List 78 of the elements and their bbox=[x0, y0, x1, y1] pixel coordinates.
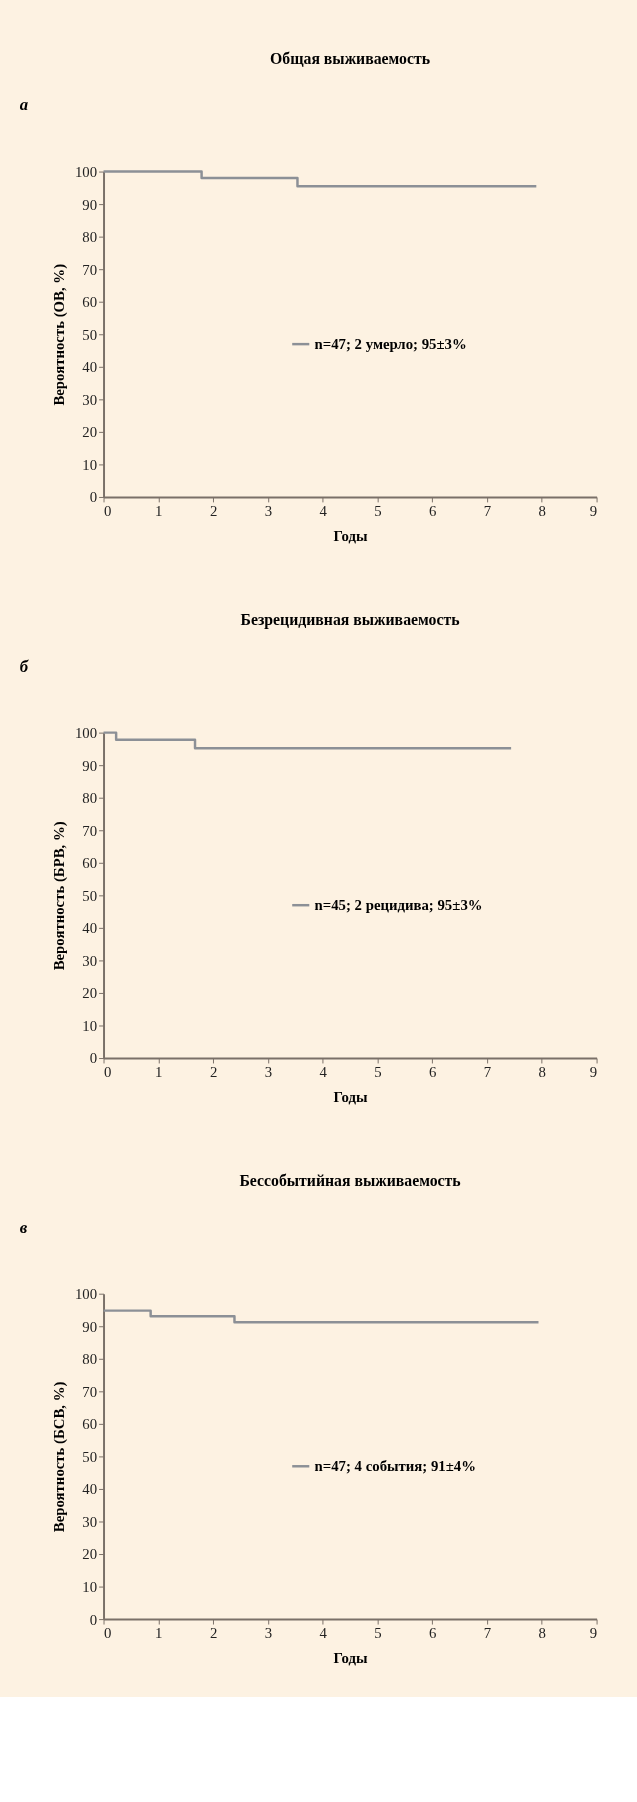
y-tick-label: 20 bbox=[82, 424, 98, 441]
text: б bbox=[19, 656, 29, 676]
y-axis-title: Вероятность (ОВ, %) bbox=[51, 263, 69, 406]
x-tick-label: 2 bbox=[209, 503, 218, 520]
x-tick-label: 4 bbox=[319, 503, 328, 520]
x-tick-label: 4 bbox=[319, 1064, 328, 1081]
y-tick-label: 20 bbox=[82, 1546, 98, 1563]
y-tick-label: 30 bbox=[82, 952, 98, 969]
y-tick-label: 70 bbox=[82, 1383, 98, 1400]
y-tick-label: 80 bbox=[82, 790, 98, 807]
chart-title: Безрецидивная выживаемость bbox=[240, 611, 460, 630]
x-tick-label: 7 bbox=[483, 1625, 492, 1642]
y-tick-label: 80 bbox=[82, 229, 98, 246]
x-tick-label: 8 bbox=[538, 1625, 546, 1642]
x-tick-label: 0 bbox=[104, 1625, 112, 1642]
y-tick-label: 40 bbox=[82, 359, 98, 376]
x-tick-label: 6 bbox=[429, 503, 437, 520]
x-tick-label: 0 bbox=[104, 1064, 112, 1081]
y-tick-label: 0 bbox=[89, 489, 98, 506]
y-tick-label: 20 bbox=[82, 985, 98, 1002]
x-tick-label: 7 bbox=[483, 503, 492, 520]
y-tick-label: 50 bbox=[82, 1448, 98, 1465]
y-tick-label: 50 bbox=[82, 326, 98, 343]
x-tick-label: 9 bbox=[589, 1625, 598, 1642]
x-tick-label: 3 bbox=[264, 503, 273, 520]
legend-label: n=45; 2 рецидива; 95±3% bbox=[314, 897, 483, 914]
y-tick-label: 30 bbox=[82, 1513, 98, 1530]
x-axis-title: Годы bbox=[333, 1649, 369, 1666]
x-tick-label: 3 bbox=[264, 1064, 273, 1081]
y-tick-label: 90 bbox=[82, 757, 98, 774]
y-tick-label: 100 bbox=[74, 1286, 98, 1303]
x-tick-label: 8 bbox=[538, 1064, 546, 1081]
chart-title: Общая выживаемость bbox=[270, 50, 431, 68]
y-tick-label: 80 bbox=[82, 1351, 98, 1368]
y-axis-title: Вероятность (БРВ, %) bbox=[51, 821, 69, 971]
x-tick-label: 6 bbox=[429, 1625, 437, 1642]
y-tick-label: 70 bbox=[82, 261, 98, 278]
y-tick-label: 100 bbox=[74, 163, 98, 180]
x-tick-label: 2 bbox=[209, 1625, 218, 1642]
y-tick-label: 40 bbox=[82, 1481, 98, 1498]
y-tick-label: 40 bbox=[82, 920, 98, 937]
x-tick-label: 1 bbox=[155, 1064, 163, 1081]
y-tick-label: 60 bbox=[82, 294, 98, 311]
y-tick-label: 70 bbox=[82, 822, 98, 839]
y-tick-label: 10 bbox=[82, 1017, 98, 1034]
y-tick-label: 90 bbox=[82, 196, 98, 213]
y-tick-label: 90 bbox=[82, 1318, 98, 1335]
x-tick-label: 5 bbox=[374, 503, 382, 520]
x-tick-label: 6 bbox=[429, 1064, 437, 1081]
x-tick-label: 4 bbox=[319, 1625, 328, 1642]
y-tick-label: 0 bbox=[89, 1611, 98, 1628]
y-tick-label: 10 bbox=[82, 1579, 98, 1595]
y-tick-label: 10 bbox=[82, 456, 98, 473]
y-tick-label: 50 bbox=[82, 887, 98, 904]
y-tick-label: 30 bbox=[82, 391, 98, 408]
x-tick-label: 3 bbox=[264, 1625, 273, 1642]
y-tick-label: 0 bbox=[89, 1050, 98, 1067]
x-tick-label: 9 bbox=[589, 1064, 598, 1081]
x-tick-label: 9 bbox=[589, 503, 598, 520]
text: в bbox=[19, 1217, 28, 1237]
x-axis-title: Годы bbox=[333, 1088, 369, 1105]
x-axis-title: Годы bbox=[333, 527, 369, 544]
y-tick-label: 60 bbox=[82, 1416, 98, 1433]
x-tick-label: 1 bbox=[155, 503, 163, 520]
x-tick-label: 5 bbox=[374, 1625, 382, 1642]
y-tick-label: 100 bbox=[74, 725, 98, 742]
chart-title: Бессобытийная выживаемость bbox=[239, 1172, 461, 1190]
x-tick-label: 1 bbox=[155, 1625, 163, 1642]
y-axis-title: Вероятность (БСВ, %) bbox=[51, 1381, 69, 1533]
x-tick-label: 8 bbox=[538, 503, 546, 520]
x-tick-label: 5 bbox=[374, 1064, 382, 1081]
x-tick-label: 7 bbox=[483, 1064, 492, 1081]
y-tick-label: 60 bbox=[82, 855, 98, 872]
text: а bbox=[19, 95, 29, 115]
x-tick-label: 0 bbox=[104, 503, 112, 520]
x-tick-label: 2 bbox=[209, 1064, 218, 1081]
legend-label: n=47; 4 события; 91±4% bbox=[314, 1458, 477, 1475]
legend-label: n=47; 2 умерло; 95±3% bbox=[314, 336, 467, 353]
